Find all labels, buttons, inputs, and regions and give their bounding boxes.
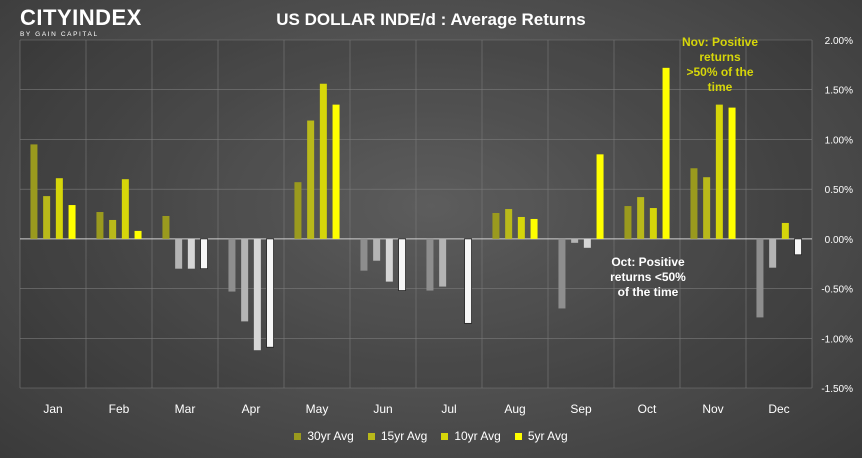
annotation-text: Nov: Positive xyxy=(682,35,758,49)
legend-swatch-15yr xyxy=(367,432,375,440)
legend-item-15yr: 15yr Avg xyxy=(367,429,428,443)
bar-jan-5yr-avg xyxy=(68,205,76,239)
annotation-text: time xyxy=(708,80,733,94)
bar-oct-5yr-avg xyxy=(662,67,670,239)
y-tick-label: -1.00% xyxy=(821,334,853,345)
bar-aug-10yr-avg xyxy=(517,216,525,239)
bar-may-15yr-avg xyxy=(307,120,315,239)
bar-apr-30yr-avg xyxy=(228,238,236,292)
bar-may-5yr-avg xyxy=(332,104,340,239)
legend-item-5yr: 5yr Avg xyxy=(514,429,568,443)
bar-sep-10yr-avg xyxy=(583,238,591,248)
chart-legend: 30yr Avg 15yr Avg 10yr Avg 5yr Avg xyxy=(0,429,862,443)
bar-dec-10yr-avg xyxy=(781,222,789,239)
x-tick-label: Mar xyxy=(175,402,196,416)
bar-sep-30yr-avg xyxy=(558,238,566,309)
y-tick-label: -1.50% xyxy=(821,384,853,395)
bar-aug-5yr-avg xyxy=(530,218,538,239)
annotation-text: of the time xyxy=(618,285,679,299)
bar-dec-5yr-avg xyxy=(794,238,802,256)
legend-swatch-30yr xyxy=(294,432,302,440)
cityindex-logo: CITYINDEX BY GAIN CAPITAL xyxy=(20,5,142,39)
bar-apr-5yr-avg xyxy=(266,238,274,348)
bar-dec-15yr-avg xyxy=(769,238,777,268)
x-tick-label: Dec xyxy=(768,402,789,416)
bar-sep-5yr-avg xyxy=(596,154,604,239)
bar-feb-15yr-avg xyxy=(109,219,117,239)
logo-text: CITYINDEX xyxy=(20,5,142,30)
x-tick-label: Apr xyxy=(242,402,261,416)
bar-nov-10yr-avg xyxy=(715,104,723,239)
bar-aug-30yr-avg xyxy=(492,213,500,239)
bar-jun-10yr-avg xyxy=(385,238,393,282)
x-tick-label: Jan xyxy=(43,402,62,416)
x-tick-label: May xyxy=(306,402,329,416)
legend-label-30yr: 30yr Avg xyxy=(307,429,354,443)
bar-mar-10yr-avg xyxy=(187,238,195,269)
legend-swatch-5yr xyxy=(514,432,522,440)
bar-nov-5yr-avg xyxy=(728,107,736,239)
bar-may-30yr-avg xyxy=(294,182,302,239)
x-tick-label: Jun xyxy=(373,402,392,416)
bar-jun-15yr-avg xyxy=(373,238,381,261)
bar-feb-5yr-avg xyxy=(134,230,142,239)
chart-title: US DOLLAR INDE/d : Average Returns xyxy=(276,10,586,29)
bar-jun-5yr-avg xyxy=(398,238,406,291)
x-tick-label: Feb xyxy=(109,402,130,416)
y-tick-label: 1.00% xyxy=(825,135,853,146)
bar-mar-30yr-avg xyxy=(162,215,170,239)
x-tick-label: Aug xyxy=(504,402,525,416)
bar-mar-15yr-avg xyxy=(175,238,183,269)
bar-sep-15yr-avg xyxy=(571,238,579,243)
bar-jan-10yr-avg xyxy=(55,178,63,239)
bar-feb-10yr-avg xyxy=(121,179,129,239)
annotation-text: returns <50% xyxy=(610,270,686,284)
bar-apr-15yr-avg xyxy=(241,238,249,322)
bar-jan-30yr-avg xyxy=(30,144,38,239)
bar-mar-5yr-avg xyxy=(200,238,208,270)
legend-item-10yr: 10yr Avg xyxy=(441,429,501,443)
y-tick-label: 1.50% xyxy=(825,86,853,97)
bar-jan-15yr-avg xyxy=(43,196,51,239)
bar-apr-10yr-avg xyxy=(253,238,261,351)
legend-swatch-10yr xyxy=(441,432,449,440)
bar-jul-30yr-avg xyxy=(426,238,434,291)
legend-item-30yr: 30yr Avg xyxy=(294,429,354,443)
x-tick-label: Nov xyxy=(702,402,723,416)
bar-oct-15yr-avg xyxy=(637,197,645,239)
bar-nov-15yr-avg xyxy=(703,177,711,239)
annotation-text: Oct: Positive xyxy=(611,255,685,269)
y-tick-label: -0.50% xyxy=(821,285,853,296)
annotation-text: returns xyxy=(699,50,741,64)
legend-label-10yr: 10yr Avg xyxy=(454,429,501,443)
annotation-text: >50% of the xyxy=(686,65,753,79)
legend-label-5yr: 5yr Avg xyxy=(527,429,568,443)
bar-oct-10yr-avg xyxy=(649,208,657,239)
bar-aug-15yr-avg xyxy=(505,209,513,239)
x-tick-label: Sep xyxy=(570,402,592,416)
bar-nov-30yr-avg xyxy=(690,168,698,239)
bar-feb-30yr-avg xyxy=(96,212,104,239)
x-tick-label: Oct xyxy=(638,402,657,416)
bar-jul-5yr-avg xyxy=(464,238,472,324)
bar-dec-30yr-avg xyxy=(756,238,764,318)
bar-jul-15yr-avg xyxy=(439,238,447,287)
logo-subtext: BY GAIN CAPITAL xyxy=(20,31,99,38)
x-tick-label: Jul xyxy=(441,402,456,416)
y-tick-label: 2.00% xyxy=(825,36,853,47)
bar-may-10yr-avg xyxy=(319,83,327,239)
y-tick-label: 0.00% xyxy=(825,235,853,246)
bar-oct-30yr-avg xyxy=(624,206,632,239)
bar-jun-30yr-avg xyxy=(360,238,368,271)
y-tick-label: 0.50% xyxy=(825,185,853,196)
legend-label-15yr: 15yr Avg xyxy=(380,429,428,443)
